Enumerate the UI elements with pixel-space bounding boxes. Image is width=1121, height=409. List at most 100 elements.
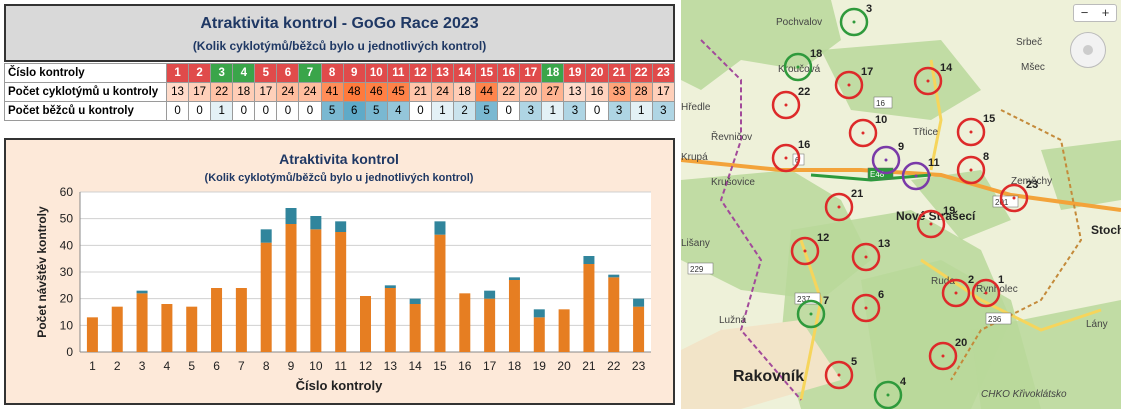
forest-area <box>1041 140 1121 210</box>
runners-cell: 0 <box>232 101 256 121</box>
control-marker-center[interactable] <box>796 65 800 69</box>
control-marker-center[interactable] <box>784 103 788 107</box>
control-marker-center[interactable] <box>864 306 868 310</box>
control-marker-center[interactable] <box>954 291 958 295</box>
control-number-cell: 17 <box>519 63 543 83</box>
cyclists-cell: 17 <box>651 82 676 102</box>
control-marker[interactable] <box>834 70 864 100</box>
control-marker[interactable] <box>956 155 986 185</box>
control-number-label: 23 <box>1026 179 1038 191</box>
control-marker-center[interactable] <box>852 20 856 24</box>
table-row-control-numbers: Číslo kontroly 1 2 3 4 5 6 7 8 9 10 11 12 13 14 15 16 17… <box>4 63 676 83</box>
bar-segment-cyclists <box>409 304 421 352</box>
zoom-in-button[interactable]: + <box>1101 5 1110 20</box>
y-tick-label: 60 <box>60 185 74 199</box>
runners-cell: 0 <box>165 101 190 121</box>
control-marker-center[interactable] <box>969 130 973 134</box>
control-number-cell: 19 <box>563 63 587 83</box>
control-number-cell: 20 <box>585 63 609 83</box>
control-marker-center[interactable] <box>914 174 918 178</box>
runners-cell: 0 <box>298 101 322 121</box>
attendance-table: Číslo kontroly 1 2 3 4 5 6 7 8 9 10 11 12 13 14 15 16 17… <box>4 63 676 121</box>
control-marker[interactable] <box>873 380 903 409</box>
control-marker-center[interactable] <box>847 83 851 87</box>
rakovnik-urban-area <box>681 320 841 409</box>
control-number-label: 6 <box>878 289 884 301</box>
bar-segment-runners <box>533 309 545 318</box>
control-marker[interactable] <box>956 117 986 147</box>
road-number: 236 <box>988 315 1002 324</box>
x-tick-label: 11 <box>334 359 347 373</box>
control-marker-center[interactable] <box>941 354 945 358</box>
control-marker-center[interactable] <box>864 255 868 259</box>
road-number-badge <box>867 167 894 180</box>
control-marker[interactable] <box>901 161 931 191</box>
road-green <box>810 173 932 182</box>
road-number-badge <box>794 292 821 305</box>
control-marker[interactable] <box>999 183 1029 213</box>
pan-control[interactable] <box>1070 32 1106 68</box>
control-marker-center[interactable] <box>886 393 890 397</box>
control-marker-center[interactable] <box>837 373 841 377</box>
control-marker-center[interactable] <box>884 158 888 162</box>
control-number-cell: 7 <box>298 63 322 83</box>
control-marker[interactable] <box>971 278 1001 308</box>
control-marker[interactable] <box>848 118 878 148</box>
control-marker[interactable] <box>851 293 881 323</box>
road-number: 6 <box>795 156 800 165</box>
control-marker-center[interactable] <box>1012 196 1016 200</box>
map-canvas[interactable]: Pochvalov Srbeč Mšec Kroučová Hředle Řevničov… <box>681 0 1121 409</box>
runners-cell: 1 <box>430 101 455 121</box>
map-panel[interactable]: Pochvalov Srbeč Mšec Kroučová Hředle Řevničov… <box>681 0 1121 409</box>
bar-segment-runners <box>260 229 272 243</box>
x-tick-label: 19 <box>533 359 547 373</box>
control-marker-center[interactable] <box>926 79 930 83</box>
control-marker[interactable] <box>783 52 813 82</box>
bar-segment-cyclists <box>633 306 645 352</box>
x-tick-label: 9 <box>288 359 295 373</box>
control-marker[interactable] <box>824 192 854 222</box>
control-number-label: 17 <box>861 66 873 78</box>
control-marker[interactable] <box>771 90 801 120</box>
control-marker-center[interactable] <box>969 168 973 172</box>
runners-cell: 0 <box>408 101 432 121</box>
y-tick-label: 50 <box>60 212 74 226</box>
control-marker-center[interactable] <box>861 131 865 135</box>
runners-cell: 0 <box>254 101 278 121</box>
control-marker[interactable] <box>771 143 801 173</box>
place-label: Krušovice <box>711 177 755 188</box>
control-marker[interactable] <box>796 299 826 329</box>
cyclists-cell: 20 <box>519 82 543 102</box>
cyclists-cell: 24 <box>298 82 322 102</box>
bar-segment-runners <box>335 221 347 232</box>
control-number-label: 4 <box>900 376 907 388</box>
control-marker[interactable] <box>913 66 943 96</box>
control-marker[interactable] <box>839 7 869 37</box>
control-marker-center[interactable] <box>784 156 788 160</box>
control-marker[interactable] <box>941 278 971 308</box>
control-number-label: 21 <box>851 188 863 200</box>
control-marker[interactable] <box>928 341 958 371</box>
runners-cell: 5 <box>475 101 499 121</box>
control-marker-center[interactable] <box>984 291 988 295</box>
zoom-out-button[interactable]: − <box>1080 5 1089 20</box>
control-number-label: 9 <box>898 141 904 153</box>
runners-cell: 3 <box>651 101 676 121</box>
y-tick-label: 10 <box>60 318 74 332</box>
control-marker-center[interactable] <box>809 312 813 316</box>
control-marker[interactable] <box>871 145 901 175</box>
control-marker[interactable] <box>790 236 820 266</box>
place-label: Lány <box>1086 319 1108 330</box>
runners-cell: 5 <box>364 101 388 121</box>
control-number-label: 11 <box>928 157 940 169</box>
control-marker[interactable] <box>851 242 881 272</box>
control-marker-center[interactable] <box>803 249 807 253</box>
control-marker-center[interactable] <box>929 222 933 226</box>
place-label: Třtice <box>913 127 938 138</box>
row-label-runners: Počet běžců u kontroly <box>4 101 167 121</box>
control-marker-center[interactable] <box>837 205 841 209</box>
x-tick-label: 22 <box>607 359 621 373</box>
control-marker[interactable] <box>824 360 854 390</box>
bar-segment-cyclists <box>186 306 198 352</box>
control-marker[interactable] <box>916 209 946 239</box>
